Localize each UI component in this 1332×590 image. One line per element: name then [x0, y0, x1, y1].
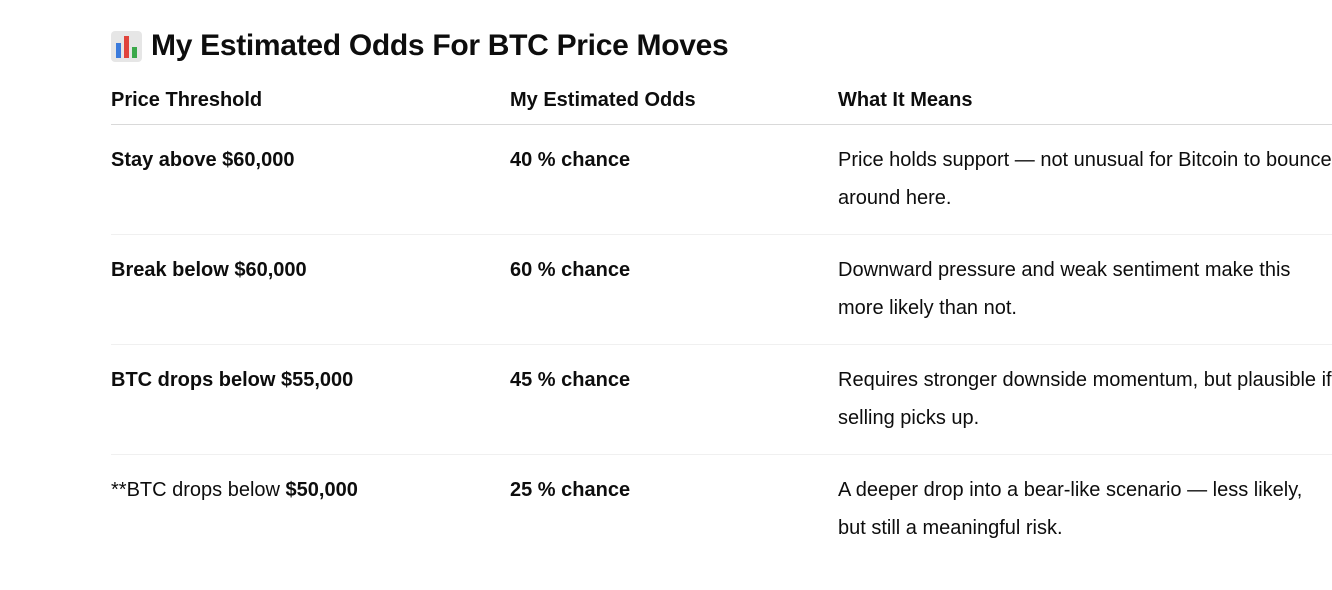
table-row: Stay above $60,000 40 % chance Price holds… [111, 124, 1332, 235]
heading: My Estimated Odds For BTC Price Moves [111, 26, 729, 66]
table-cell: A deeper drop into a bear-like scenario … [838, 479, 1303, 539]
title: My Estimated Odds For BTC Price Moves [151, 29, 729, 62]
table-row: BTC drops below $55,000 45 % chance Requir… [111, 344, 1332, 455]
column-header: My Estimated Odds [510, 81, 838, 125]
table-cell: Requires stronger downside momentum, but… [838, 344, 1332, 455]
table-cell: Downward pressure and weak sentiment mak… [838, 234, 1332, 345]
header-row: Price Threshold My Estimated Odds What It … [111, 81, 1332, 125]
table-cell: Price holds support — not unusual for Bi… [838, 124, 1332, 235]
table-cell: 40 % chance [510, 124, 838, 235]
bold-text: $50,000 [285, 479, 358, 501]
chart-emoji-icon [111, 30, 142, 62]
table-body: Stay above $60,000 40 % chance Price holds… [111, 124, 1332, 565]
table-cell: **BTC drops below $50,000 [111, 455, 510, 565]
column-header: Price Threshold [111, 81, 510, 125]
table-cell: Stay above $60,000 [111, 124, 510, 235]
table-cell: 25 % chance [510, 479, 631, 501]
table-row: **BTC drops below $50,000 25 % chance A de… [111, 455, 1332, 565]
table-row: Break below $60,000 60 % chance Downward p… [111, 234, 1332, 345]
table-cell: Break below $60,000 [111, 234, 510, 345]
column-header: What It Means [838, 81, 1332, 125]
table-cell: BTC drops below $55,000 [111, 344, 510, 455]
text: **BTC drops below [111, 479, 286, 501]
odds-table: Price Threshold My Estimated Odds What It … [111, 81, 1332, 564]
table-cell: 60 % chance [510, 234, 838, 345]
table-cell: 45 % chance [510, 344, 838, 455]
